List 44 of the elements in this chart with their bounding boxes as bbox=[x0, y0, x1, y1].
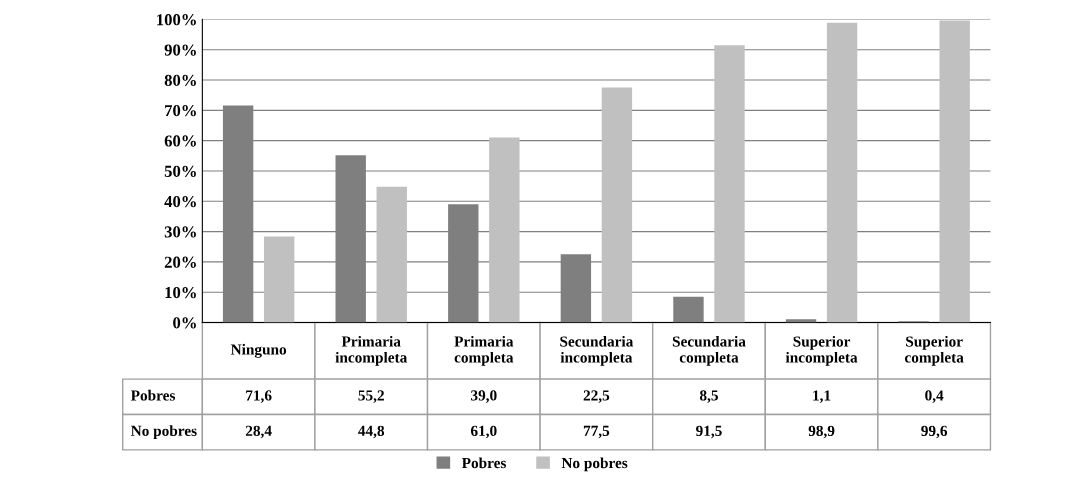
bar bbox=[601, 87, 633, 323]
bar bbox=[489, 137, 520, 323]
y-tick-label: 70% bbox=[165, 105, 196, 117]
bar bbox=[714, 45, 745, 323]
text: No pobres bbox=[130, 425, 197, 440]
bar bbox=[673, 296, 704, 323]
legend-label: Pobres bbox=[461, 457, 507, 469]
data-label: 77,5 bbox=[583, 425, 610, 439]
y-tick-label: 80% bbox=[164, 74, 196, 87]
data-label: 98,9 bbox=[808, 425, 835, 439]
y-tick-label: 100% bbox=[157, 14, 196, 26]
x-tick-label: Superior completa bbox=[904, 335, 964, 366]
data-label: 91,5 bbox=[696, 425, 722, 439]
x-tick-label: Primaria incompleta bbox=[335, 335, 408, 366]
data-label: 1,1 bbox=[813, 390, 831, 403]
data-label: 8,5 bbox=[699, 390, 718, 403]
y-tick-label: 10% bbox=[165, 286, 196, 299]
data-label: 22,5 bbox=[583, 390, 610, 403]
x-tick-label: Primaria completa bbox=[454, 335, 514, 366]
legend-label: No pobres bbox=[561, 457, 628, 472]
data-label: 99,6 bbox=[921, 425, 948, 439]
text: Pobres bbox=[130, 389, 176, 401]
y-tick-label: 20% bbox=[164, 256, 196, 268]
data-label: 55,2 bbox=[358, 390, 384, 403]
data-label: 39,0 bbox=[471, 390, 497, 403]
x-tick-label: Superior incompleta bbox=[785, 335, 858, 366]
y-tick-label: 40% bbox=[164, 195, 196, 208]
bar bbox=[826, 22, 858, 323]
bar bbox=[376, 186, 407, 323]
y-tick-label: 50% bbox=[164, 165, 196, 177]
x-tick-label: Secundaria incompleta bbox=[560, 335, 634, 366]
data-label: 61,0 bbox=[470, 425, 497, 439]
x-tick-label: Secundaria completa bbox=[672, 335, 746, 366]
y-tick-label: 90% bbox=[164, 44, 196, 56]
x-tick-label: Ninguno bbox=[230, 343, 287, 358]
y-tick-label: 60% bbox=[164, 135, 196, 147]
y-tick-label: 0% bbox=[173, 317, 196, 329]
data-label: 0,4 bbox=[925, 390, 944, 403]
data-label: 44,8 bbox=[358, 425, 385, 439]
bar bbox=[939, 20, 970, 323]
data-label: 28,4 bbox=[245, 425, 272, 439]
y-tick-label: 30% bbox=[164, 226, 196, 238]
data-label: 71,6 bbox=[246, 390, 272, 403]
bar bbox=[263, 236, 295, 323]
